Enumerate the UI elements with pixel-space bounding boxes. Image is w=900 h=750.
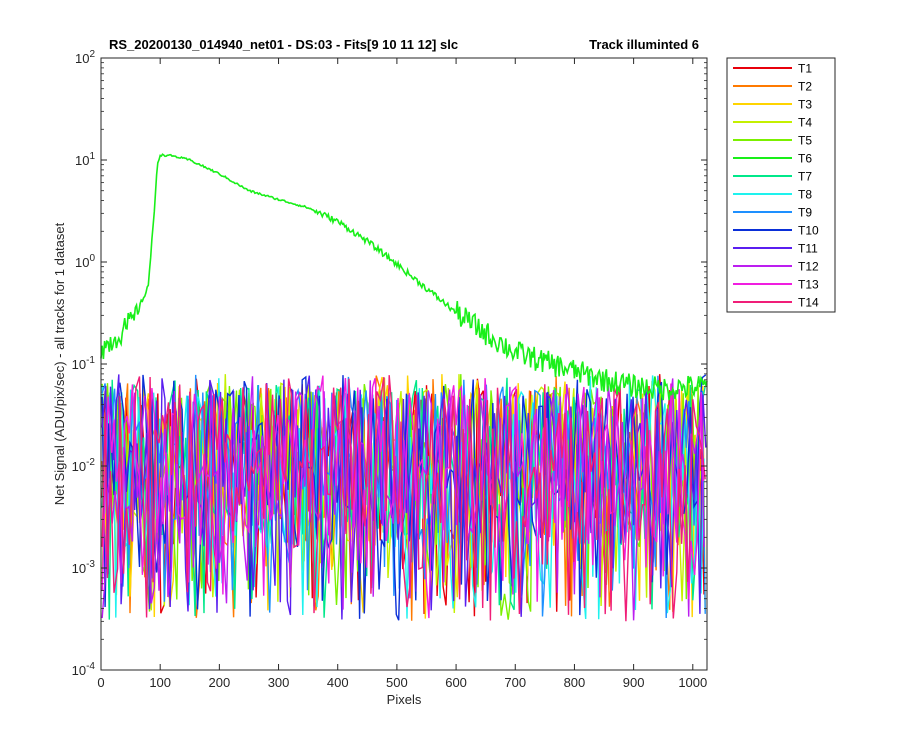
y-tick-label: 10-1 — [72, 355, 96, 372]
x-tick-label: 300 — [268, 675, 290, 690]
series-group — [100, 153, 708, 622]
legend-label: T10 — [798, 224, 819, 238]
legend-label: T1 — [798, 62, 812, 76]
y-axis-label: Net Signal (ADU/pix/sec) - all tracks fo… — [52, 222, 67, 505]
x-tick-label: 900 — [623, 675, 645, 690]
legend-label: T6 — [798, 152, 812, 166]
legend-label: T7 — [798, 170, 812, 184]
legend-label: T8 — [798, 188, 812, 202]
y-tick-label: 10-3 — [72, 559, 96, 576]
legend-label: T12 — [798, 260, 819, 274]
legend: T1 T2 T3 T4 T5 T6 T7 T8 T9 T10 T11 T12 T13 T14 — [726, 57, 836, 313]
x-ticks: 0 100 200 300 400 500 600 700 800 900 1000 — [97, 58, 707, 690]
x-tick-label: 200 — [209, 675, 231, 690]
y-tick-label: 100 — [75, 253, 95, 270]
legend-label: T2 — [798, 80, 812, 94]
y-tick-label: 102 — [75, 49, 95, 66]
x-tick-label: 800 — [564, 675, 586, 690]
chart-subtitle: Track illuminted 6 — [589, 37, 699, 52]
legend-label: T5 — [798, 134, 812, 148]
x-tick-label: 0 — [97, 675, 104, 690]
x-tick-label: 600 — [445, 675, 467, 690]
y-ticks: 10-4 10-3 10-2 10-1 100 101 102 — [72, 49, 707, 678]
y-tick-label: 101 — [75, 151, 95, 168]
legend-label: T9 — [798, 206, 812, 220]
x-axis-label: Pixels — [387, 692, 422, 707]
legend-label: T13 — [798, 278, 819, 292]
x-tick-label: 500 — [386, 675, 408, 690]
legend-label: T14 — [798, 296, 819, 310]
series-line-t13 — [101, 375, 705, 619]
x-tick-label: 1000 — [678, 675, 707, 690]
x-tick-label: 400 — [327, 675, 349, 690]
legend-label: T11 — [798, 242, 818, 256]
x-tick-label: 100 — [149, 675, 171, 690]
chart-title: RS_20200130_014940_net01 - DS:03 - Fits[… — [109, 37, 458, 52]
series-line-t14 — [101, 375, 706, 622]
legend-label: T3 — [798, 98, 812, 112]
y-tick-label: 10-4 — [72, 661, 96, 678]
y-tick-label: 10-2 — [72, 457, 96, 474]
x-tick-label: 700 — [504, 675, 526, 690]
series-line-t6 — [100, 153, 708, 401]
legend-label: T4 — [798, 116, 812, 130]
legend-box — [726, 57, 836, 313]
